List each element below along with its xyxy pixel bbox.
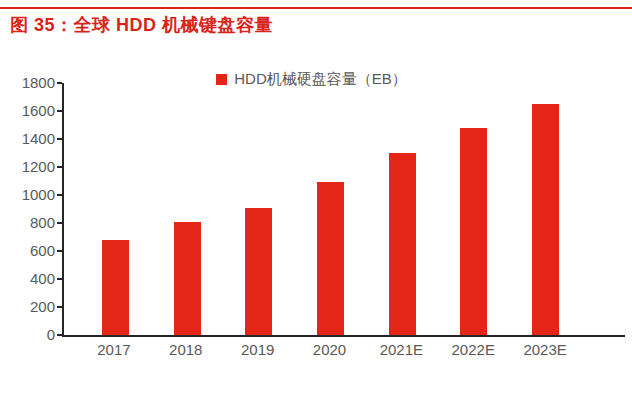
y-tick-label: 1000	[0, 187, 55, 203]
y-tick-mark	[57, 166, 62, 168]
bar-slot	[223, 83, 295, 335]
bar-slot	[295, 83, 367, 335]
bar-2022E	[460, 128, 487, 335]
y-tick-mark	[57, 110, 62, 112]
bars	[64, 83, 625, 335]
x-tick-label: 2023E	[509, 341, 581, 358]
y-tick-mark	[57, 250, 62, 252]
bar-2021E	[389, 153, 416, 335]
y-tick-label: 1200	[0, 159, 55, 175]
bar-2023E	[532, 104, 559, 335]
y-tick-mark	[57, 306, 62, 308]
x-tick-label: 2017	[78, 341, 150, 358]
y-tick-label: 800	[0, 215, 55, 231]
y-tick-mark	[57, 278, 62, 280]
y-tick-mark	[57, 194, 62, 196]
x-axis-labels: 20172018201920202021E2022E2023E	[62, 341, 625, 358]
bar-2019	[245, 208, 272, 335]
figure-title: 图 35：全球 HDD 机械键盘容量	[10, 13, 273, 37]
bar-slot	[509, 83, 581, 335]
bar-slot	[366, 83, 438, 335]
y-tick-mark	[57, 334, 62, 336]
y-tick-label: 0	[0, 327, 55, 343]
x-tick-label: 2020	[294, 341, 366, 358]
y-tick-mark	[57, 138, 62, 140]
x-tick-label: 2019	[222, 341, 294, 358]
bar-slot	[80, 83, 152, 335]
bar-slot	[152, 83, 224, 335]
x-tick-label: 2022E	[437, 341, 509, 358]
y-axis-labels: 020040060080010001200140016001800	[0, 83, 55, 335]
plot-area: HDD机械硬盘容量（EB）	[62, 83, 625, 337]
y-tick-mark	[57, 82, 62, 84]
bar-2017	[102, 240, 129, 335]
y-tick-label: 1800	[0, 75, 55, 91]
y-tick-label: 1600	[0, 103, 55, 119]
y-tick-label: 200	[0, 299, 55, 315]
x-tick-label: 2021E	[365, 341, 437, 358]
y-tick-label: 1400	[0, 131, 55, 147]
y-tick-label: 400	[0, 271, 55, 287]
bar-slot	[438, 83, 510, 335]
x-tick-label: 2018	[150, 341, 222, 358]
bar-2020	[317, 182, 344, 335]
y-tick-label: 600	[0, 243, 55, 259]
header-rule	[0, 7, 632, 9]
y-tick-mark	[57, 222, 62, 224]
bar-2018	[174, 222, 201, 335]
